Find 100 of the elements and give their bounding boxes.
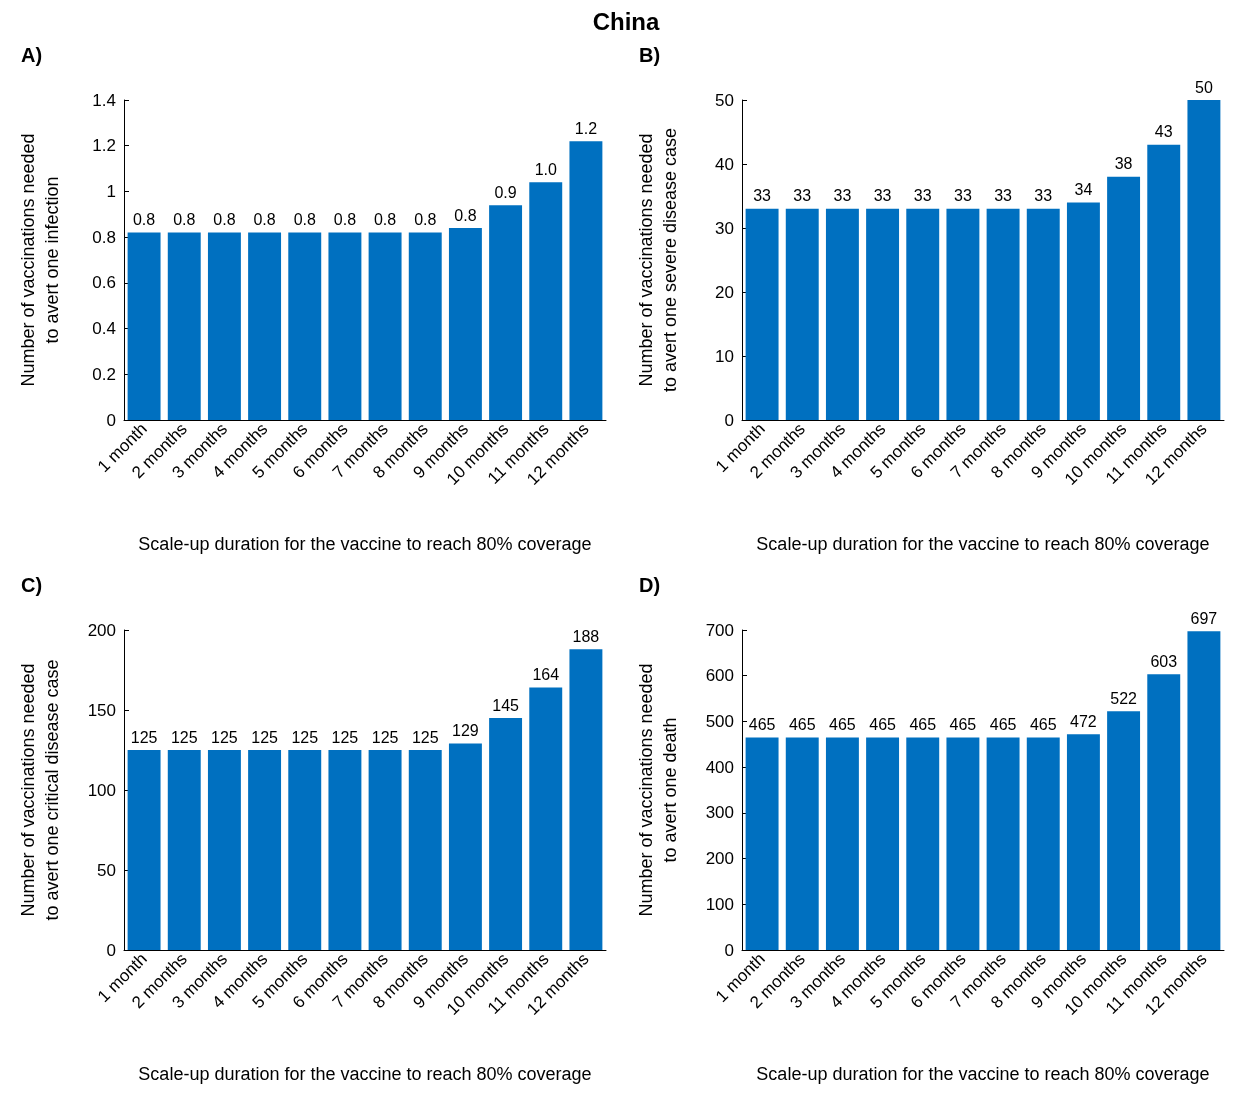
bar xyxy=(448,743,482,950)
data-label: 33 xyxy=(994,187,1013,205)
data-label: 472 xyxy=(1070,712,1097,730)
data-label: 43 xyxy=(1154,123,1173,141)
y-tick-label: 0 xyxy=(106,940,116,960)
y-tick-label: 700 xyxy=(705,620,734,640)
y-tick-label: 0.8 xyxy=(92,227,116,247)
bar xyxy=(167,750,201,950)
chart-title: C) xyxy=(21,574,43,596)
chart-title: D) xyxy=(639,574,661,596)
data-label: 0.8 xyxy=(213,211,236,229)
data-label: 0.8 xyxy=(454,206,477,224)
data-label: 1.2 xyxy=(574,119,598,137)
y-tick-label: 200 xyxy=(87,620,116,640)
y-tick-label: 0 xyxy=(724,940,734,960)
y-tick-label: 1.4 xyxy=(92,90,116,110)
chart-title: B) xyxy=(639,44,661,66)
bar xyxy=(288,232,322,420)
x-axis-title: Scale-up duration for the vaccine to reach 80% coverage xyxy=(138,1064,592,1084)
bar xyxy=(1187,631,1221,950)
bar xyxy=(127,232,161,420)
bar xyxy=(785,737,819,950)
x-axis-title: Scale-up duration for the vaccine to reach 80% coverage xyxy=(756,1064,1210,1084)
x-axis-title: Scale-up duration for the vaccine to reach 80% coverage xyxy=(756,534,1210,554)
data-label: 125 xyxy=(291,728,319,746)
data-label: 33 xyxy=(753,187,772,205)
data-label: 465 xyxy=(748,715,776,733)
data-label: 0.8 xyxy=(414,211,437,229)
y-axis-title: Number of vaccinations needed to avert one death xyxy=(636,663,680,917)
y-tick-label: 30 xyxy=(715,218,734,238)
data-label: 465 xyxy=(869,715,897,733)
data-label: 33 xyxy=(913,187,932,205)
bar xyxy=(167,232,201,420)
data-label: 697 xyxy=(1190,609,1218,627)
data-label: 0.8 xyxy=(173,211,196,229)
bar xyxy=(986,737,1020,950)
bar xyxy=(288,750,322,950)
data-label: 125 xyxy=(211,728,238,746)
bar xyxy=(569,141,603,420)
y-tick-label: 1.2 xyxy=(92,136,116,156)
bar xyxy=(408,750,442,950)
data-label: 33 xyxy=(873,187,892,205)
bar xyxy=(1107,711,1141,950)
bar xyxy=(248,750,282,950)
bar xyxy=(946,208,980,420)
chart-title: A) xyxy=(21,44,43,66)
data-label: 125 xyxy=(251,728,279,746)
y-tick-label: 200 xyxy=(705,849,734,869)
bar xyxy=(1066,202,1100,420)
bar xyxy=(825,208,859,420)
data-label: 33 xyxy=(833,187,852,205)
bar xyxy=(448,228,482,420)
bar xyxy=(866,737,900,950)
bar xyxy=(328,232,362,420)
y-tick-label: 400 xyxy=(705,757,734,777)
bar xyxy=(986,208,1020,420)
data-label: 0.8 xyxy=(373,211,397,229)
data-label: 0.9 xyxy=(494,183,517,201)
y-tick-label: 0 xyxy=(724,410,734,430)
data-label: 164 xyxy=(532,666,560,684)
bar xyxy=(825,737,859,950)
bar xyxy=(745,737,779,950)
data-label: 34 xyxy=(1074,180,1093,198)
data-label: 145 xyxy=(492,696,520,714)
data-label: 33 xyxy=(954,187,972,205)
y-tick-label: 600 xyxy=(705,666,734,686)
y-tick-label: 300 xyxy=(705,803,734,823)
data-label: 125 xyxy=(411,728,439,746)
bar xyxy=(368,750,402,950)
data-label: 188 xyxy=(572,627,600,645)
data-label: 125 xyxy=(371,728,399,746)
bar xyxy=(866,208,900,420)
data-label: 0.8 xyxy=(132,211,156,229)
data-label: 465 xyxy=(949,715,977,733)
bar xyxy=(529,687,563,950)
data-label: 465 xyxy=(909,715,937,733)
data-label: 125 xyxy=(130,728,158,746)
bar xyxy=(745,208,779,420)
y-tick-label: 150 xyxy=(87,700,116,720)
y-tick-label: 10 xyxy=(715,346,734,366)
data-label: 125 xyxy=(170,728,198,746)
bar xyxy=(207,750,241,950)
bar xyxy=(1026,208,1060,420)
y-tick-label: 50 xyxy=(97,860,116,880)
data-label: 465 xyxy=(989,715,1017,733)
bar xyxy=(1026,737,1060,950)
data-label: 38 xyxy=(1114,155,1133,173)
bar xyxy=(946,737,980,950)
bar xyxy=(529,182,563,420)
bar xyxy=(1147,674,1181,950)
y-tick-label: 0.4 xyxy=(92,319,116,339)
x-axis-title: Scale-up duration for the vaccine to reach 80% coverage xyxy=(138,534,592,554)
data-label: 50 xyxy=(1195,78,1213,96)
bar xyxy=(1107,176,1141,420)
bar xyxy=(1187,100,1221,420)
data-label: 465 xyxy=(788,715,816,733)
bar xyxy=(906,208,940,420)
data-label: 129 xyxy=(452,722,479,740)
y-axis-title: Number of vaccinations needed to avert one critical disease case xyxy=(18,659,62,921)
bar xyxy=(328,750,362,950)
